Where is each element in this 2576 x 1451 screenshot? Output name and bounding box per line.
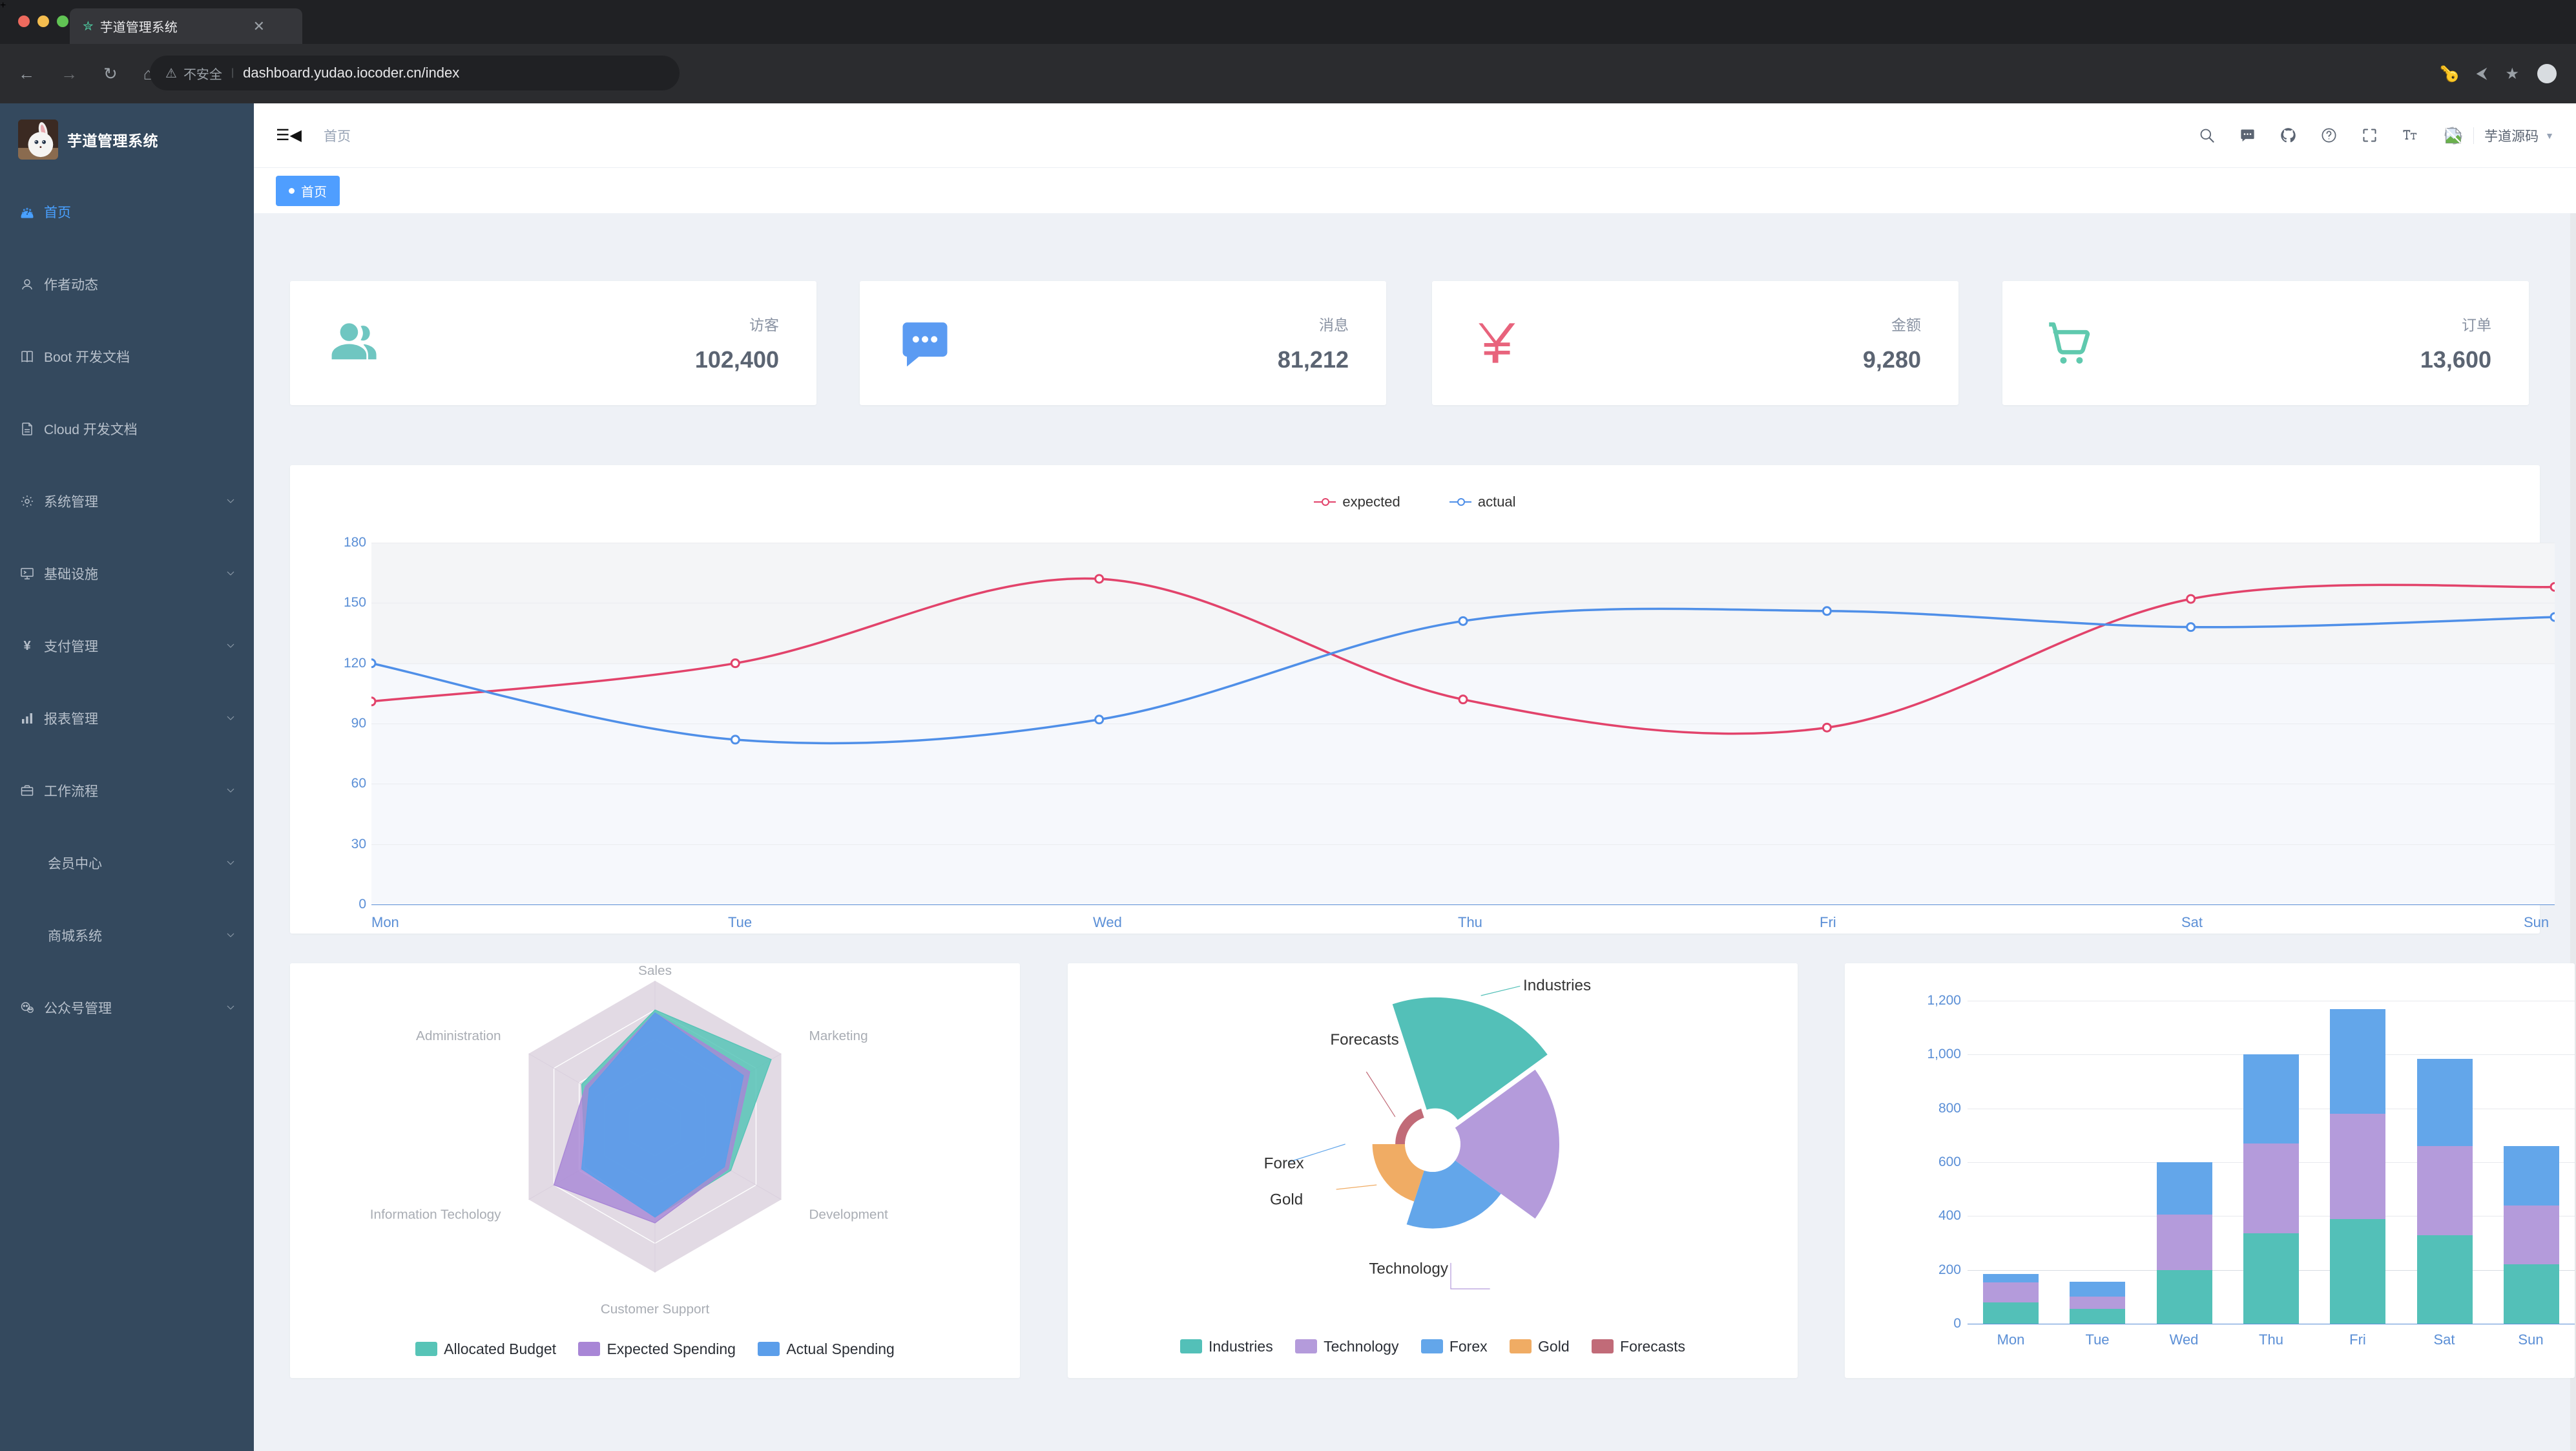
svg-text:Technology: Technology xyxy=(1369,1260,1449,1278)
svg-text:Customer Support: Customer Support xyxy=(601,1302,710,1317)
svg-text:Information Techology: Information Techology xyxy=(370,1207,501,1222)
svg-text:Administration: Administration xyxy=(416,1028,501,1043)
svg-text:Gold: Gold xyxy=(1270,1191,1303,1208)
svg-text:Industries: Industries xyxy=(1523,977,1591,994)
svg-text:Forecasts: Forecasts xyxy=(1330,1031,1398,1049)
svg-text:Sales: Sales xyxy=(638,963,672,978)
svg-text:Development: Development xyxy=(809,1207,888,1222)
svg-text:Marketing: Marketing xyxy=(809,1028,867,1043)
svg-text:Forex: Forex xyxy=(1264,1154,1304,1172)
